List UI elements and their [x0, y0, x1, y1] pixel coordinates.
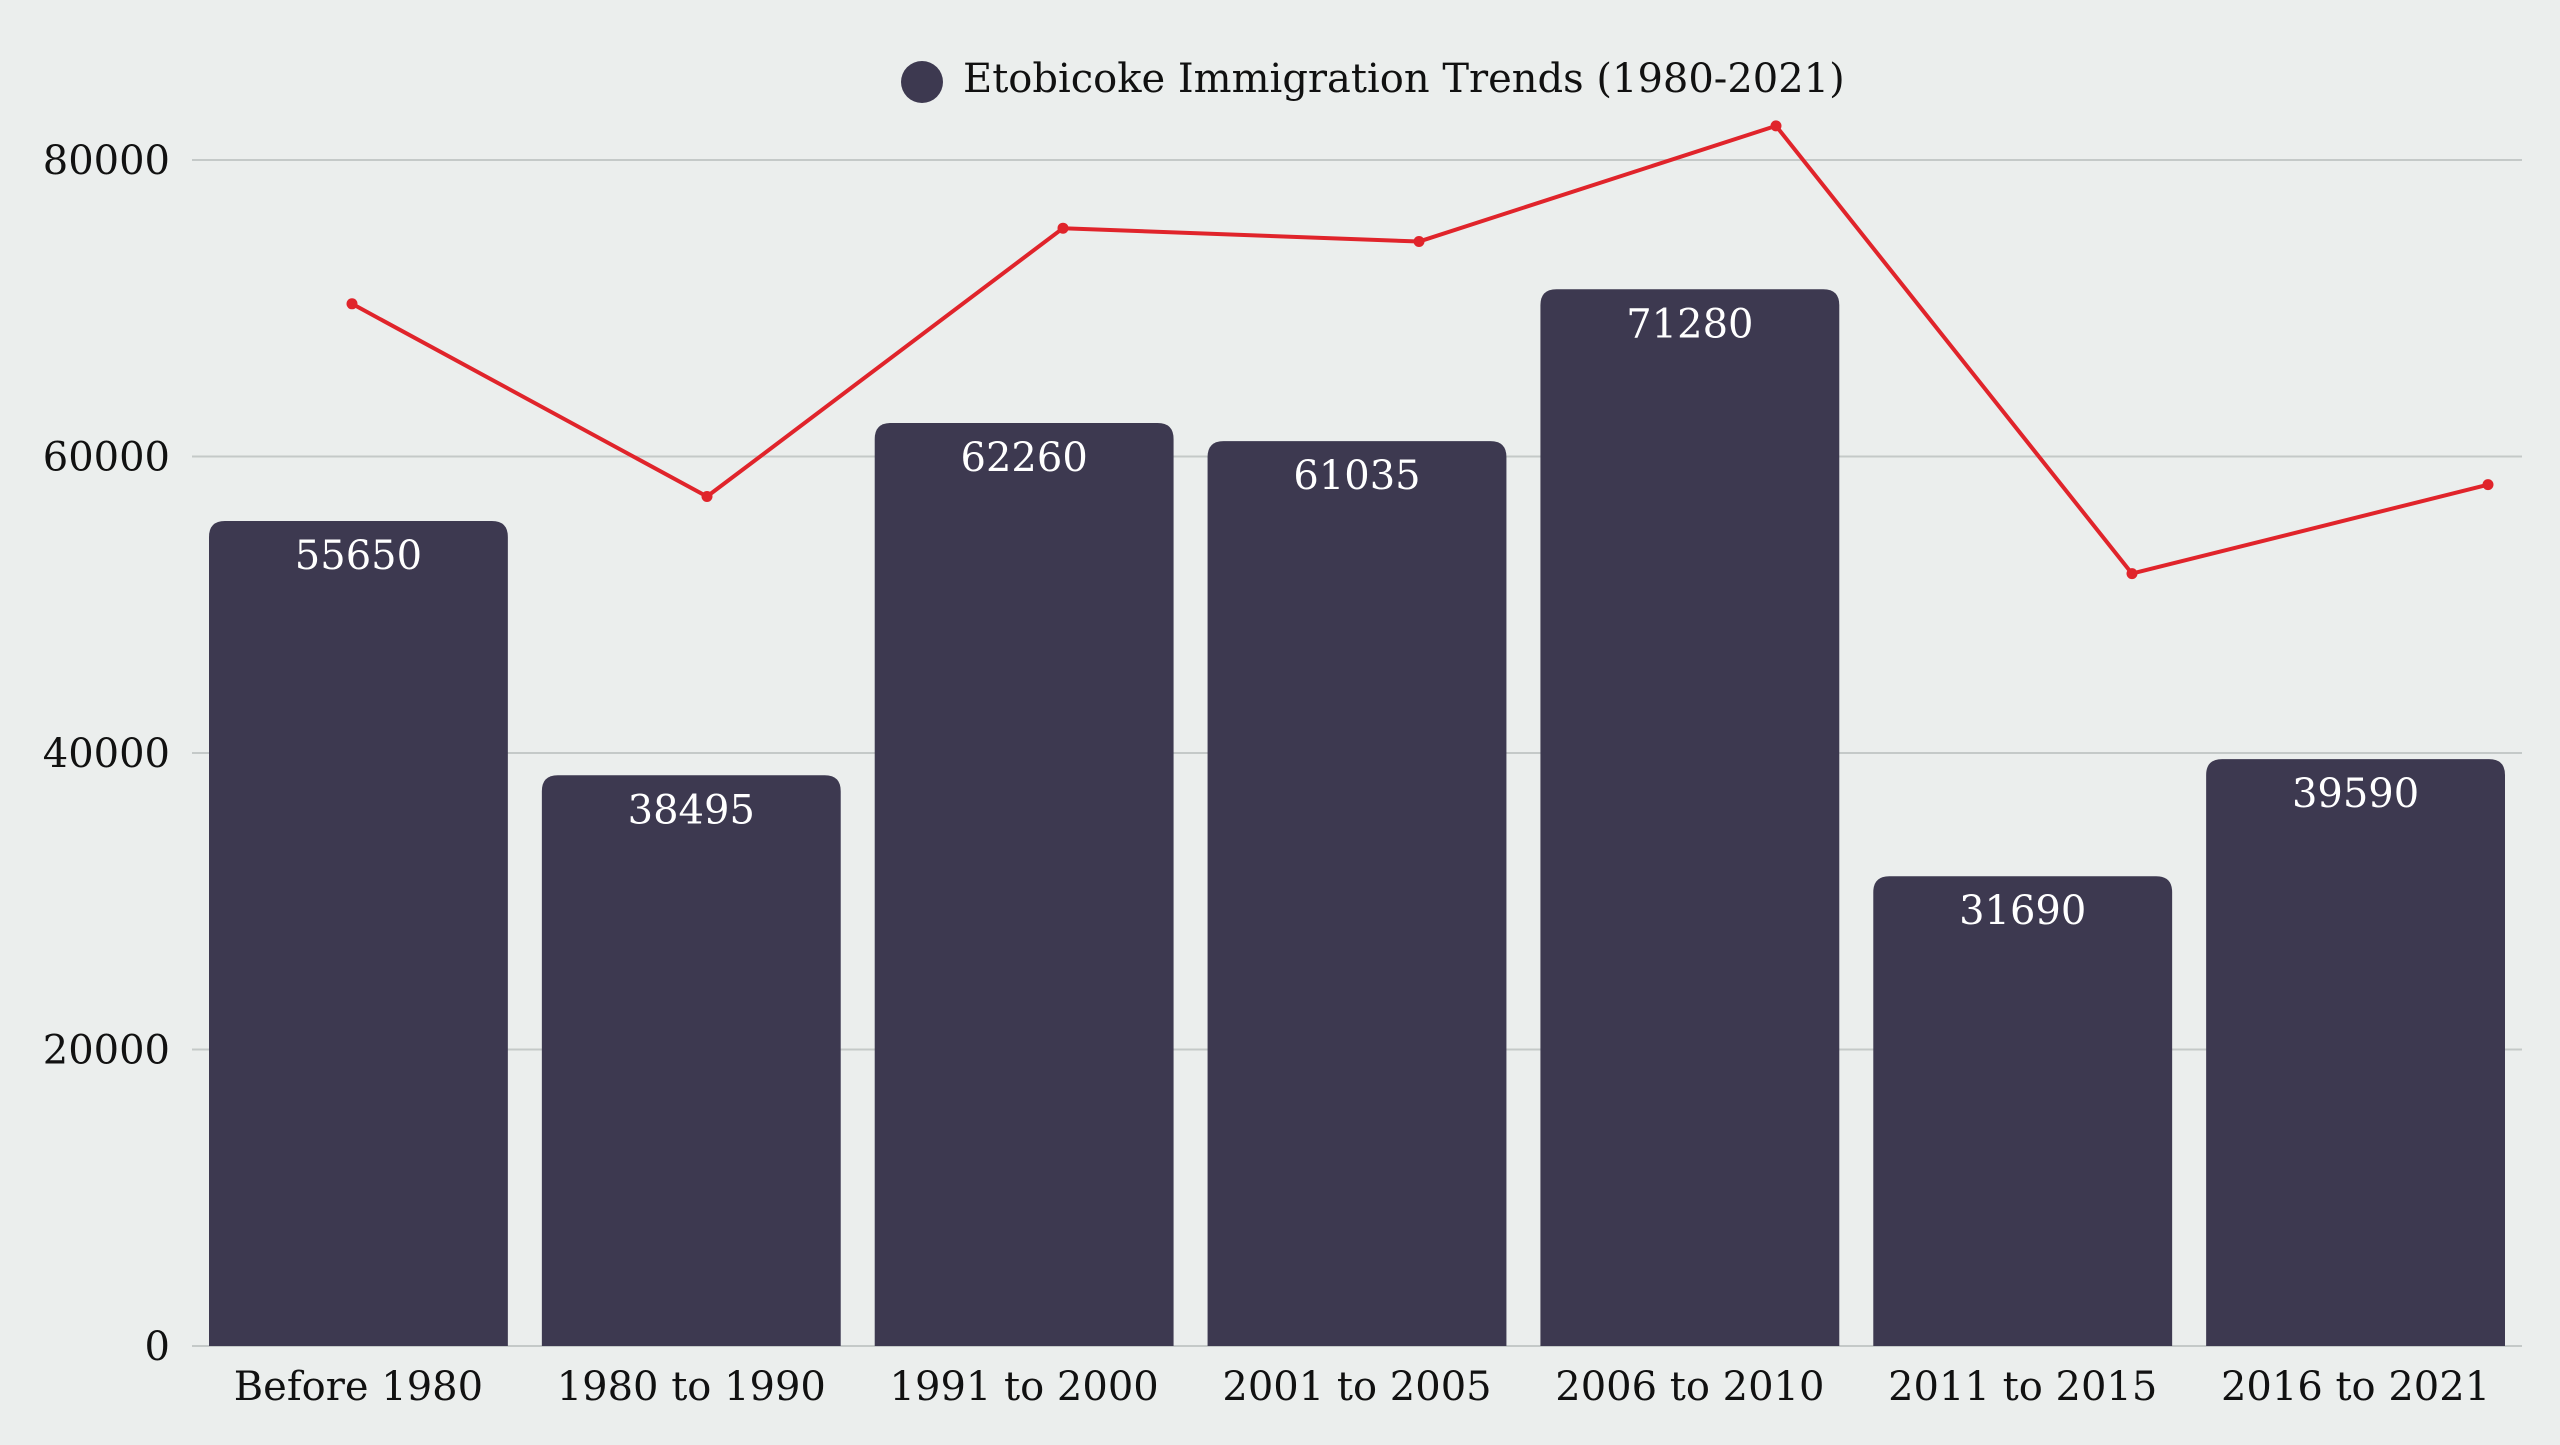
x-tick-label: 2006 to 2010 — [1555, 1364, 1824, 1410]
line-point — [346, 298, 358, 310]
bar-layer — [209, 289, 2505, 1347]
line-point — [1413, 236, 1425, 248]
bar-value-label: 38495 — [628, 787, 755, 833]
line-point — [2126, 568, 2138, 580]
bar — [874, 422, 1174, 1347]
x-tick-label: 2016 to 2021 — [2221, 1364, 2490, 1410]
line-point — [701, 491, 713, 503]
x-tick-label: Before 1980 — [234, 1364, 483, 1410]
line-layer — [346, 120, 2494, 580]
bar — [209, 520, 508, 1346]
x-tick-label: 2001 to 2005 — [1222, 1364, 1491, 1410]
bar-value-label: 61035 — [1293, 453, 1420, 499]
legend-marker — [901, 61, 943, 103]
label-layer: 0 20000 40000 60000 80000 55650 Before 1980 384… — [43, 138, 2490, 1410]
bar — [2206, 759, 2505, 1346]
bar-value-label: 55650 — [295, 533, 422, 579]
line-point — [2482, 479, 2494, 491]
line-point — [1057, 222, 1069, 234]
legend: Etobicoke Immigration Trends (1980-2021) — [901, 56, 1845, 103]
y-tick-label: 20000 — [43, 1028, 170, 1074]
y-tick-label: 40000 — [43, 731, 170, 777]
x-tick-label: 2011 to 2015 — [1888, 1364, 2157, 1410]
bar-value-label: 31690 — [1959, 888, 2086, 934]
legend-label: Etobicoke Immigration Trends (1980-2021) — [963, 56, 1845, 102]
line-point — [1770, 120, 1782, 132]
y-tick-label: 60000 — [43, 435, 170, 481]
bar — [1207, 441, 1507, 1346]
bar-value-label: 71280 — [1626, 301, 1753, 347]
y-tick-label: 0 — [145, 1324, 170, 1370]
x-tick-label: 1991 to 2000 — [890, 1364, 1159, 1410]
x-tick-label: 1980 to 1990 — [557, 1364, 826, 1410]
bar — [1873, 876, 2173, 1346]
y-tick-label: 80000 — [43, 138, 170, 184]
bar-value-label: 39590 — [2292, 771, 2419, 817]
bar-value-label: 62260 — [961, 435, 1088, 481]
bar — [1540, 289, 1840, 1347]
bar — [541, 775, 841, 1346]
